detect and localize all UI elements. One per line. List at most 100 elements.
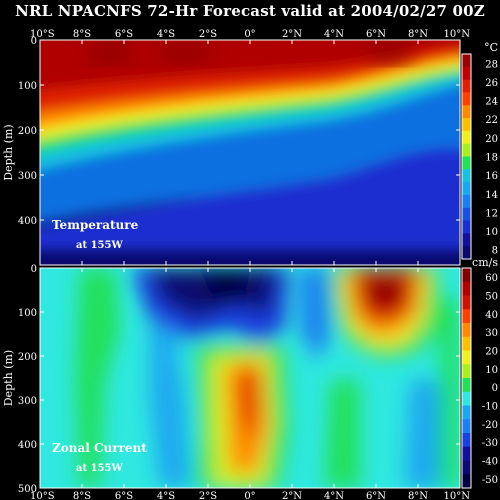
colorbar-swatch (462, 118, 471, 132)
x-tick-label: 8°S (73, 491, 91, 500)
colorbar-tick-label: 30 (485, 328, 498, 339)
x-tick-label: 0° (244, 29, 255, 40)
x-tick-label: 0° (244, 491, 255, 500)
colorbar-tick-label: 18 (485, 153, 498, 164)
x-tick-label: 6°N (366, 29, 386, 40)
colorbar-tick-label: 28 (485, 59, 498, 70)
colorbar-swatch (462, 460, 471, 475)
x-tick-label: 10°N (444, 491, 471, 500)
temperature-panel (39, 39, 461, 266)
y-tick-label: 200 (18, 352, 37, 363)
y-tick-label: 100 (18, 81, 37, 92)
colorbar-swatch (462, 336, 471, 351)
colorbar-tick-label: 26 (485, 78, 498, 89)
x-tick-label: 8°N (408, 29, 428, 40)
colorbar-swatch (462, 309, 471, 324)
x-tick-label: 6°S (115, 491, 133, 500)
panel-label-title: Zonal Current (52, 441, 147, 455)
panel-labels: Temperature at 155W Zonal Current at 155W (52, 218, 147, 474)
x-tick-label: 8°N (408, 491, 428, 500)
colorbar-swatch (462, 79, 471, 93)
panel-label-title: Temperature (52, 218, 139, 232)
colorbar-swatch (462, 66, 471, 81)
colorbar-swatch (462, 92, 471, 106)
y-tick-label: 100 (18, 308, 37, 319)
colorbar-unit: cm/s (472, 256, 498, 269)
colorbar-tick-label: 14 (485, 190, 498, 201)
colorbar-tick-label: -50 (482, 475, 498, 486)
colorbar-swatch (462, 364, 471, 379)
colorbar-tick-label: -40 (482, 457, 498, 468)
colorbar-swatch (462, 169, 471, 183)
colorbar-swatch (462, 474, 471, 489)
temperature-field (40, 40, 460, 265)
colorbar-swatch (462, 446, 471, 461)
colorbar-swatch (462, 207, 471, 222)
colorbar-frame (461, 267, 472, 489)
colorbar-swatch (462, 194, 471, 209)
x-tick-label: 4°N (324, 29, 344, 40)
colorbar-tick-label: 40 (485, 310, 498, 321)
x-tick-label: 4°S (157, 491, 175, 500)
colorbar-swatch (462, 281, 471, 296)
zonal-current-panel (39, 267, 461, 489)
colorbar-swatch (462, 405, 471, 420)
y-axis-title: Depth (m) (2, 124, 15, 180)
axes-layer: 10°S 8°S 6°S 4°S 2°S 0° 2°N 4°N 6°N 8°N 10°N 0 100 20… (2, 29, 470, 500)
y-tick-label: 200 (18, 126, 37, 137)
colorbar-frame (461, 53, 472, 260)
x-tick-label: 2°N (282, 491, 302, 500)
colorbar-swatch (462, 182, 471, 196)
colorbar-tick-label: 22 (485, 115, 498, 126)
y-tick-label: 300 (18, 171, 37, 182)
colorbar-swatch (462, 233, 471, 247)
colorbar-swatch (462, 419, 471, 434)
colorbar-tick-label: 12 (485, 208, 498, 219)
x-tick-label: 10°S (30, 491, 55, 500)
colorbar-swatch (462, 156, 471, 170)
colorbar-tick-label: 10 (485, 365, 498, 376)
y-tick-label: 0 (31, 264, 37, 275)
y-tick-label: 300 (18, 396, 37, 407)
x-tick-label: 2°N (282, 29, 302, 40)
y-tick-label: 400 (18, 440, 37, 451)
x-tick-label: 10°S (30, 29, 55, 40)
colorbar-tick-label: 16 (485, 171, 498, 182)
colorbar-tick-label: 50 (485, 292, 498, 303)
colorbar-tick-label: -20 (482, 420, 498, 431)
colorbar-tick-label: 0 (492, 383, 498, 394)
colorbar-tick-label: 10 (485, 227, 498, 238)
colorbar-swatch (462, 105, 471, 119)
colorbar-tick-label: 24 (485, 97, 498, 108)
colorbar-swatch (462, 323, 471, 338)
zonal-current-field (40, 268, 460, 488)
colorbar-swatch (462, 54, 471, 68)
colorbar-tick-label: -10 (482, 402, 498, 413)
colorbar-tick-label: 8 (492, 246, 498, 257)
x-tick-label: 2°S (199, 29, 217, 40)
colorbar-swatch (462, 378, 471, 393)
colorbar-unit: °C (484, 41, 498, 54)
colorbar-swatch (462, 143, 471, 157)
x-tick-label: 6°S (115, 29, 133, 40)
colorbar-tick-label: -30 (482, 438, 498, 449)
colorbar-swatch (462, 391, 471, 406)
colorbar-swatch (462, 246, 471, 260)
y-tick-label: 400 (18, 216, 37, 227)
y-tick-label: 500 (18, 484, 37, 495)
colorbar-swatch (462, 130, 471, 145)
colorbar-tick-label: 60 (485, 273, 498, 284)
colorbar-swatch (462, 433, 471, 448)
y-axis-title: Depth (m) (2, 350, 15, 406)
colorbar-swatch (462, 295, 471, 310)
colorbar-tick-label: 20 (485, 134, 498, 145)
x-tick-label: 4°S (157, 29, 175, 40)
x-tick-label: 6°N (366, 491, 386, 500)
x-tick-label: 10°N (444, 29, 471, 40)
x-tick-label: 4°N (324, 491, 344, 500)
colorbar-tick-label: 20 (485, 347, 498, 358)
panel-label-location: at 155W (76, 240, 123, 251)
colorbar-layer: 28 26 24 22 20 18 16 14 12 10 8 °C 60 50 40 30 20 10 0 -10 -… (461, 41, 498, 489)
x-tick-label: 2°S (199, 491, 217, 500)
